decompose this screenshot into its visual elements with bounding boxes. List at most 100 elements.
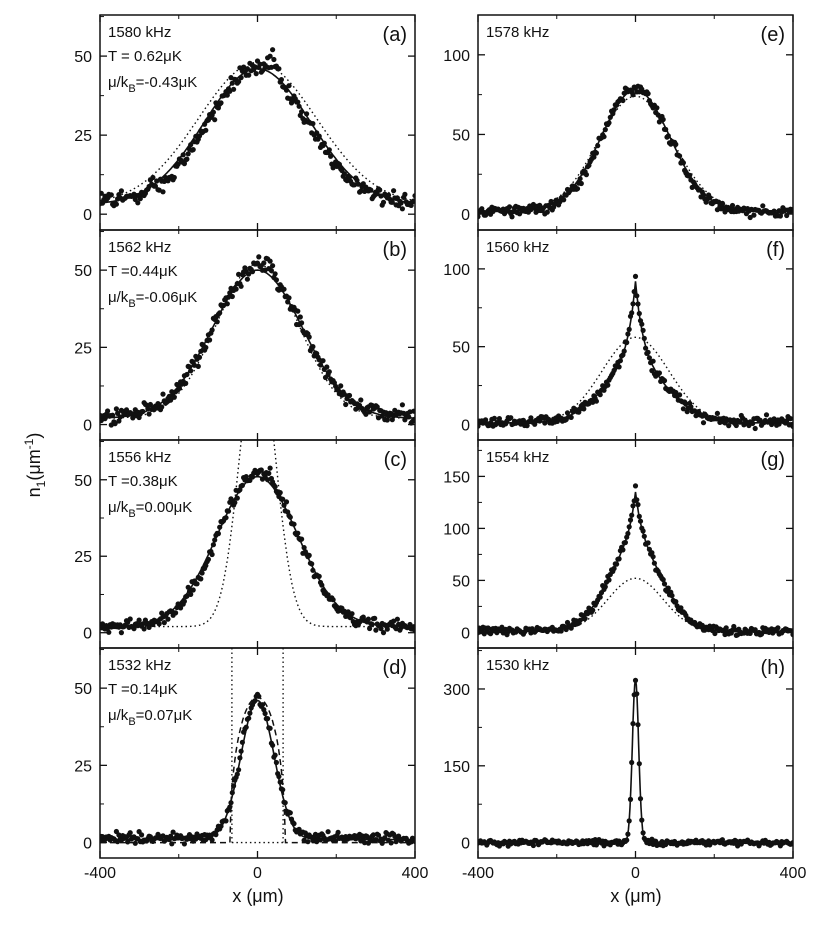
- data-point: [790, 632, 793, 638]
- panel-b: 0 25 50 1562 kHz T =0.44μK μ/kB=-0.06μK (b): [74, 229, 416, 441]
- chemical-potential-label: μ/kB=-0.43μK: [108, 74, 197, 95]
- data-point: [236, 271, 242, 277]
- data-point: [178, 605, 184, 611]
- data-point: [346, 392, 353, 399]
- data-point: [380, 630, 387, 636]
- data-point: [528, 415, 534, 421]
- data-point: [170, 829, 176, 835]
- data-point: [564, 410, 571, 416]
- data-point: [363, 411, 369, 417]
- data-point: [324, 364, 330, 370]
- data-point: [194, 581, 200, 587]
- data-point: [320, 358, 326, 364]
- data-point: [258, 467, 264, 473]
- data-point: [325, 829, 331, 835]
- data-point: [384, 417, 390, 423]
- data-point: [601, 134, 607, 140]
- data-point: [343, 401, 349, 408]
- solid-fit-line: [100, 475, 415, 628]
- data-point: [372, 615, 378, 621]
- data-point: [218, 100, 224, 106]
- panel-h: 0 150 300 -400 0 400 1530 kHz (h): [443, 647, 806, 882]
- data-point: [412, 193, 415, 199]
- data-point: [375, 832, 382, 838]
- data-point: [118, 188, 124, 194]
- data-point: [394, 616, 400, 622]
- frequency-label: 1560 kHz: [486, 239, 549, 256]
- frequency-label: 1556 kHz: [108, 449, 171, 466]
- data-point: [160, 391, 166, 397]
- x-tick-label: -400: [84, 865, 116, 882]
- panel-letter: (b): [383, 239, 407, 261]
- data-point: [389, 199, 395, 205]
- data-point: [139, 832, 145, 838]
- panel-a: 0 25 50 1580 kHz T = 0.62μK μ/kB=-0.43μK (a): [74, 14, 416, 231]
- data-point: [297, 314, 303, 320]
- panel-letter: (e): [761, 24, 785, 46]
- data-point: [367, 625, 373, 632]
- panel-g: 0 50 100 150 1554 kHz (g): [443, 439, 794, 649]
- temperature-label: T =0.38μK: [108, 473, 178, 490]
- frequency-label: 1578 kHz: [486, 24, 549, 41]
- data-point: [583, 172, 590, 178]
- data-point: [171, 394, 177, 400]
- data-point: [159, 404, 165, 410]
- frequency-label: 1580 kHz: [108, 24, 171, 41]
- plot-area: [478, 83, 793, 221]
- data-point: [373, 627, 379, 633]
- y-tick-label: 50: [452, 573, 470, 590]
- data-point: [379, 840, 385, 846]
- data-point: [338, 383, 344, 389]
- data-point: [412, 627, 415, 633]
- data-point: [150, 174, 156, 181]
- panel-letter: (f): [766, 239, 785, 261]
- data-point: [270, 47, 276, 53]
- data-point: [593, 398, 600, 404]
- panel-letter: (h): [761, 657, 785, 679]
- data-point: [203, 127, 209, 133]
- plot-area: [100, 254, 415, 428]
- plot-area: [478, 483, 793, 639]
- data-point: [136, 617, 142, 623]
- data-point: [283, 499, 290, 505]
- y-tick-label: 0: [461, 625, 470, 642]
- temperature-label: T =0.14μK: [108, 681, 178, 698]
- data-point: [544, 209, 550, 215]
- data-point: [733, 422, 739, 429]
- y-tick-label: 0: [461, 417, 470, 434]
- data-point: [478, 214, 481, 220]
- data-point: [751, 212, 757, 218]
- data-point: [267, 53, 273, 59]
- data-point: [135, 200, 141, 206]
- panel-d: 0 25 50 -400 0 400 1532 kHz T =0.14μK μ/kB=0.07μ…: [74, 647, 428, 882]
- data-point: [261, 260, 267, 266]
- data-point: [272, 271, 278, 277]
- dotted-fit-line: [478, 336, 793, 424]
- data-point: [305, 839, 311, 845]
- data-point: [335, 386, 341, 393]
- data-point: [402, 191, 408, 197]
- data-point: [268, 268, 274, 274]
- frequency-label: 1554 kHz: [486, 449, 549, 466]
- dotted-fit-line: [478, 95, 793, 212]
- y-tick-label: 25: [74, 340, 92, 357]
- data-point: [385, 192, 392, 198]
- data-point: [393, 839, 399, 845]
- data-point: [212, 117, 218, 123]
- data-point: [677, 392, 683, 398]
- data-point: [406, 414, 412, 420]
- data-point: [257, 61, 263, 67]
- y-tick-label: 50: [452, 340, 470, 357]
- data-point: [156, 621, 162, 627]
- data-point: [183, 380, 189, 386]
- data-point: [680, 406, 687, 412]
- solid-fit-line: [478, 89, 793, 212]
- data-point: [491, 415, 497, 421]
- data-point: [714, 410, 721, 416]
- frequency-label: 1532 kHz: [108, 657, 171, 674]
- panel-frame: [99, 647, 416, 859]
- data-point: [790, 423, 793, 429]
- data-point: [185, 151, 191, 157]
- data-point: [159, 610, 165, 616]
